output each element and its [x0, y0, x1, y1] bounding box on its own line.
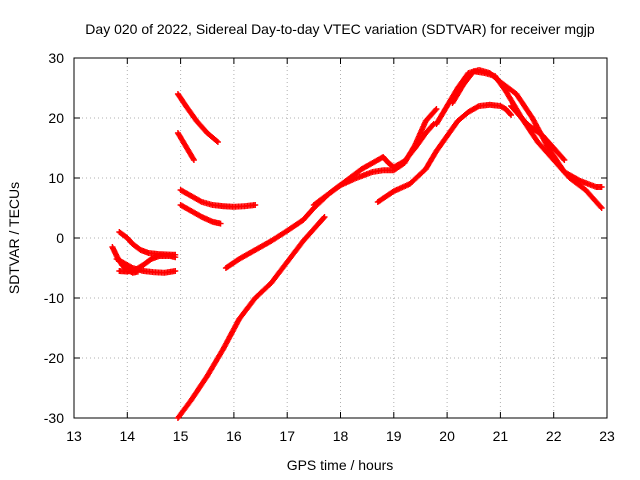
data-point [561, 157, 568, 163]
x-tick-label: 15 [173, 428, 189, 444]
x-tick-label: 17 [279, 428, 295, 444]
data-point [320, 215, 327, 221]
series-arc-13 [433, 67, 605, 190]
series-arc-14 [449, 68, 605, 211]
y-tick-label: 20 [48, 110, 64, 126]
data-point [172, 268, 179, 274]
x-tick-label: 18 [333, 428, 349, 444]
series-arc-5 [174, 91, 221, 145]
data-point [190, 157, 197, 163]
data-point [321, 214, 328, 220]
data-point [560, 155, 567, 162]
data-point [508, 112, 515, 118]
data-point [214, 139, 221, 145]
series-arc-15 [508, 103, 568, 163]
x-axis-label: GPS time / hours [287, 457, 394, 473]
series-arc-4 [116, 253, 179, 275]
data-layer [109, 67, 605, 421]
data-point [429, 122, 436, 129]
grid [74, 58, 607, 418]
data-point [190, 155, 197, 162]
x-tick-label: 20 [439, 428, 455, 444]
data-point [217, 220, 224, 227]
series-arc-11 [310, 106, 440, 208]
series-arc-7 [177, 187, 259, 210]
y-tick-label: 10 [48, 170, 64, 186]
x-tick-label: 13 [66, 428, 82, 444]
data-point [598, 184, 605, 190]
x-tick-label: 23 [599, 428, 615, 444]
data-point [598, 205, 605, 211]
x-tick-label: 14 [120, 428, 136, 444]
x-tick-label: 16 [226, 428, 242, 444]
axis-ticks: 13 14 15 16 17 18 19 20 21 22 23 -30 -20 -10 0 10 20 30 [44, 50, 615, 444]
chart-title: Day 020 of 2022, Sidereal Day-to-day VTE… [85, 21, 595, 37]
y-tick-label: -20 [44, 350, 64, 366]
data-point [597, 203, 604, 210]
series-arc-9 [174, 214, 328, 421]
series-arc-6 [174, 130, 197, 163]
data-point [213, 138, 220, 144]
series-arc-12 [374, 101, 515, 205]
series-arc-2 [113, 256, 179, 276]
data-point [507, 111, 514, 117]
x-tick-label: 22 [546, 428, 562, 444]
y-tick-label: 0 [56, 230, 64, 246]
x-tick-label: 21 [493, 428, 509, 444]
y-tick-label: 30 [48, 50, 64, 66]
series-arc-8 [177, 202, 224, 227]
data-point [172, 254, 179, 261]
y-axis-label: SDTVAR / TECUs [6, 182, 22, 294]
data-point [252, 202, 259, 208]
y-tick-label: -10 [44, 290, 64, 306]
y-tick-label: -30 [44, 410, 64, 426]
data-point [432, 107, 439, 114]
x-tick-label: 19 [386, 428, 402, 444]
data-point [433, 106, 440, 112]
